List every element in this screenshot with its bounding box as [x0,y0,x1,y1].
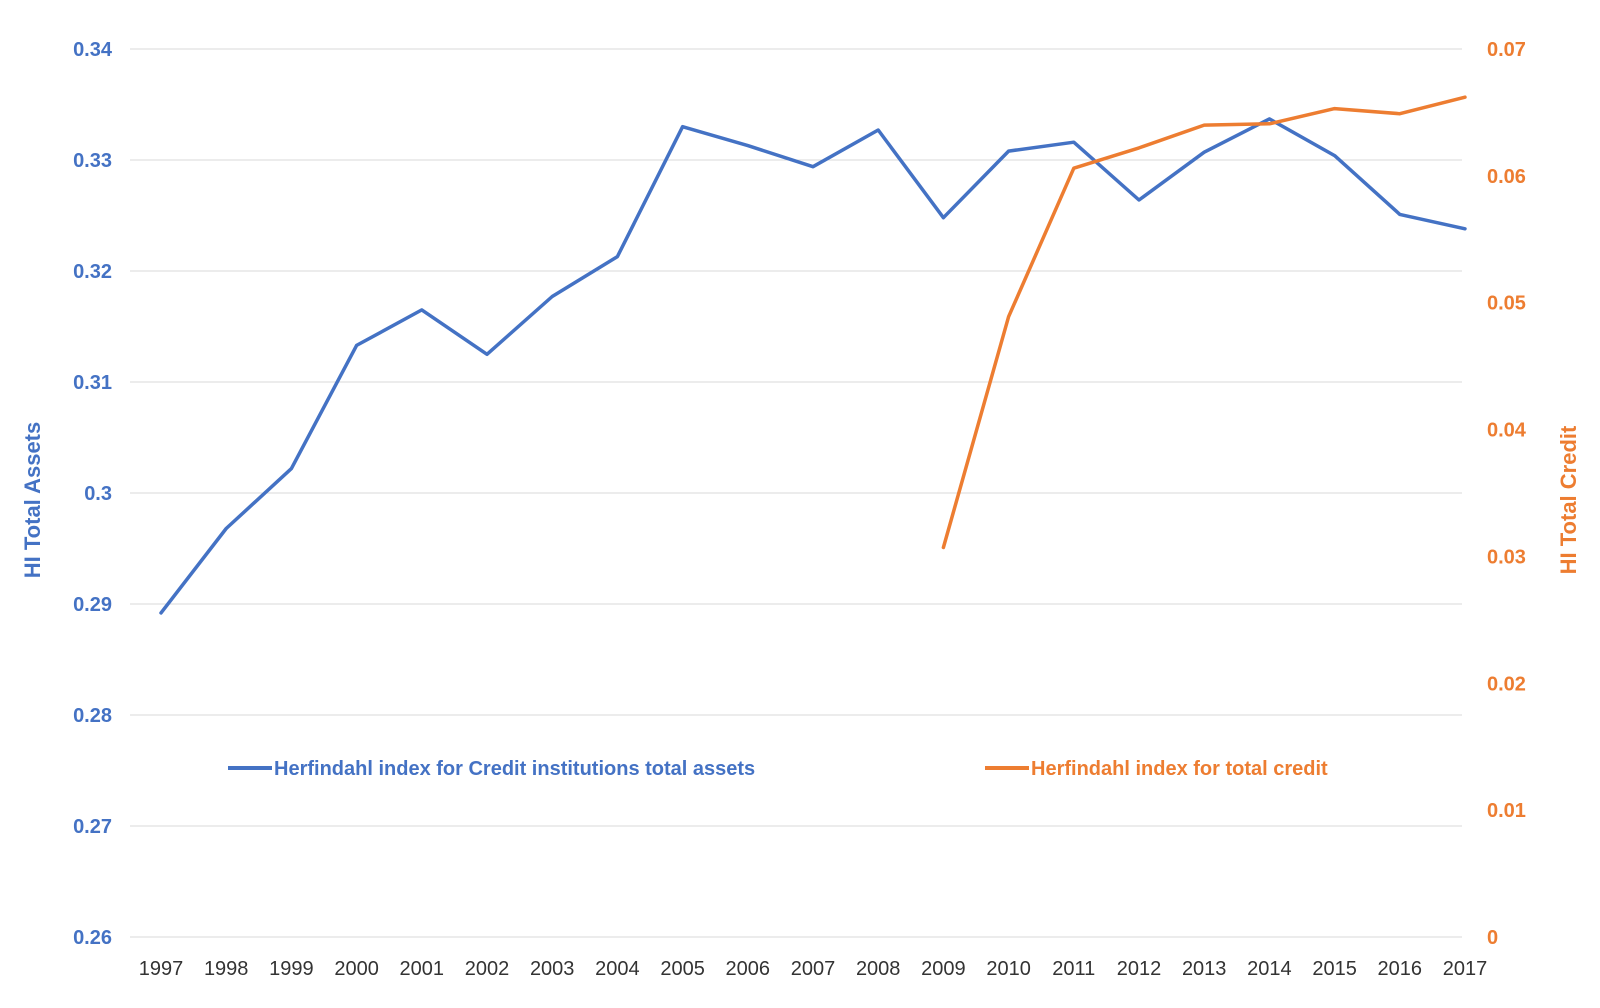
left-tick-label: 0.3 [84,483,112,505]
legend-label-assets: Herfindahl index for Credit institutions… [274,758,755,780]
right-tick-label: 0.07 [1487,39,1526,61]
right-tick-label: 0.02 [1487,673,1526,695]
x-tick-label: 2008 [856,958,901,980]
right-axis-title: HI Total Credit [1556,425,1581,574]
x-tick-label: 2009 [921,958,966,980]
series-line-assets [159,117,1467,615]
x-tick-label: 2001 [400,958,445,980]
left-tick-label: 0.28 [73,705,112,727]
x-tick-label: 2013 [1182,958,1227,980]
x-tick-label: 1998 [204,958,249,980]
x-axis-ticks: 1997 1998 1999 2000 2001 2002 2003 2004 2005 2006… [139,958,1488,980]
left-tick-label: 0.34 [73,39,113,61]
left-tick-label: 0.31 [73,372,112,394]
series-line-credit [941,95,1467,550]
right-tick-label: 0.06 [1487,166,1526,188]
x-tick-label: 2017 [1443,958,1488,980]
x-tick-label: 2000 [334,958,379,980]
x-tick-label: 2011 [1052,958,1095,980]
left-tick-label: 0.29 [73,594,112,616]
x-tick-label: 2010 [986,958,1031,980]
x-tick-label: 2002 [465,958,510,980]
right-tick-label: 0.05 [1487,293,1526,315]
left-tick-label: 0.26 [73,927,112,949]
series-group [159,95,1467,615]
right-tick-label: 0.03 [1487,546,1526,568]
left-axis-title: HI Total Assets [20,422,45,578]
right-tick-label: 0.04 [1487,420,1527,442]
gridlines [130,48,1462,938]
x-tick-label: 2015 [1312,958,1357,980]
x-tick-label: 2003 [530,958,575,980]
right-axis-ticks: 0 0.01 0.02 0.03 0.04 0.05 0.06 0.07 [1487,39,1527,949]
x-tick-label: 2012 [1117,958,1162,980]
left-tick-label: 0.33 [73,150,112,172]
left-axis-ticks: 0.26 0.27 0.28 0.29 0.3 0.31 0.32 0.33 0.34 [73,39,113,949]
x-tick-label: 2004 [595,958,640,980]
x-tick-label: 2007 [791,958,836,980]
left-tick-label: 0.27 [73,816,112,838]
x-tick-label: 2014 [1247,958,1292,980]
right-tick-label: 0 [1487,927,1498,949]
x-tick-label: 2016 [1378,958,1423,980]
x-tick-label: 1999 [269,958,314,980]
right-tick-label: 0.01 [1487,800,1526,822]
legend-label-credit: Herfindahl index for total credit [1031,758,1328,780]
legend: Herfindahl index for Credit institutions… [228,758,1328,780]
x-tick-label: 1997 [139,958,184,980]
x-tick-label: 2005 [660,958,705,980]
left-tick-label: 0.32 [73,261,112,283]
x-tick-label: 2006 [726,958,771,980]
